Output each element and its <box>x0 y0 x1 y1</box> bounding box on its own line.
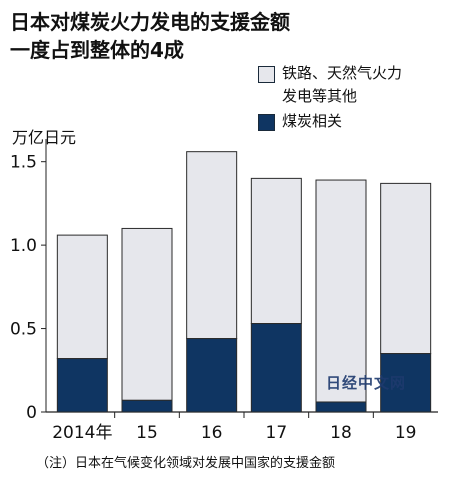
bar-coal-segment <box>250 323 302 413</box>
y-tick-label: 1.5 <box>10 153 37 173</box>
y-tick-label: 1.0 <box>10 236 37 256</box>
y-axis-unit-label: 万亿日元 <box>12 128 77 147</box>
legend-label-other-line-1: 铁路、天然气火力 <box>282 64 403 82</box>
legend-swatch-coal <box>258 114 275 131</box>
bar-other-segment <box>380 182 432 355</box>
chart-title-line-2: 一度占到整体的4成 <box>10 38 184 62</box>
legend-label-other-line-2: 发电等其他 <box>282 87 358 105</box>
x-tick-label: 18 <box>330 423 352 443</box>
x-tick-label: 17 <box>266 423 288 443</box>
bar-coal-segment <box>56 358 108 413</box>
bar-coal-segment <box>186 338 238 413</box>
x-tick-label: 15 <box>136 423 158 443</box>
legend-swatch-other <box>258 66 275 83</box>
y-tick-label: 0 <box>26 403 37 423</box>
x-tick-label: 2014年 <box>52 423 112 443</box>
bar-coal-segment <box>121 399 173 413</box>
legend-label-coal: 煤炭相关 <box>282 112 343 130</box>
bar-coal-segment <box>380 353 432 413</box>
bar-other-segment <box>250 177 302 325</box>
chart-title-line-1: 日本对煤炭火力发电的支援金额 <box>10 10 290 34</box>
y-tick-label: 0.5 <box>10 320 37 340</box>
watermark-logo: 日经中文网 <box>326 374 407 392</box>
footnote: （注）日本在气候变化领域对发展中国家的支援金额 <box>36 456 336 471</box>
bar-other-segment <box>121 227 173 401</box>
x-tick-label: 19 <box>395 423 417 443</box>
bar-coal-segment <box>315 401 367 413</box>
x-tick-label: 16 <box>201 423 223 443</box>
bar-other-segment <box>56 234 108 360</box>
bar-other-segment <box>186 151 238 340</box>
bar-other-segment <box>315 179 367 403</box>
